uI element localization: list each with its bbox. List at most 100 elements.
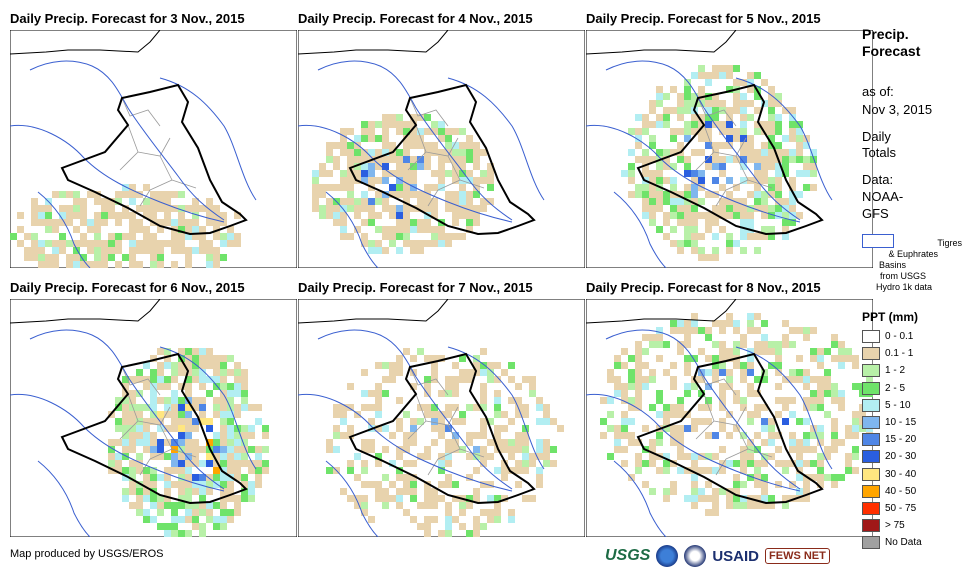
precip-cell — [628, 404, 635, 411]
precip-cell — [424, 156, 431, 163]
precip-cell — [740, 198, 747, 205]
precip-cell — [487, 369, 494, 376]
precip-cell — [220, 460, 227, 467]
precip-cell — [649, 170, 656, 177]
precip-cell — [45, 219, 52, 226]
precip-cell — [185, 226, 192, 233]
precip-cell — [522, 404, 529, 411]
precip-cell — [775, 432, 782, 439]
precip-cell — [803, 481, 810, 488]
precip-cell — [466, 432, 473, 439]
precip-cell — [227, 516, 234, 523]
precip-cell — [220, 474, 227, 481]
precip-cell — [115, 439, 122, 446]
precip-cell — [480, 523, 487, 530]
precip-cell — [515, 439, 522, 446]
precip-cell — [677, 404, 684, 411]
basin-boundary — [317, 60, 513, 221]
precip-cell — [614, 425, 621, 432]
precip-cell — [171, 247, 178, 254]
precip-cell — [649, 488, 656, 495]
precip-cell — [621, 425, 628, 432]
precip-cell — [403, 149, 410, 156]
precip-cell — [642, 114, 649, 121]
ppt-color-swatch — [862, 330, 880, 343]
precip-cell — [726, 495, 733, 502]
precip-cell — [663, 156, 670, 163]
precip-cell — [431, 226, 438, 233]
precip-cell — [347, 205, 354, 212]
precip-cell — [115, 460, 122, 467]
precip-cell — [122, 397, 129, 404]
precip-cell — [417, 142, 424, 149]
precip-cell — [817, 376, 824, 383]
precip-cell — [115, 233, 122, 240]
precip-cell — [150, 233, 157, 240]
precip-cell — [831, 355, 838, 362]
precip-cell — [452, 212, 459, 219]
precip-cell — [185, 233, 192, 240]
precip-cell — [206, 198, 213, 205]
precip-cell — [712, 495, 719, 502]
precip-cell — [487, 453, 494, 460]
precip-cell — [494, 411, 501, 418]
precip-cell — [396, 446, 403, 453]
precip-cell — [768, 135, 775, 142]
precip-cell — [754, 128, 761, 135]
precip-cell — [389, 205, 396, 212]
precip-cell — [726, 355, 733, 362]
precip-cell — [691, 233, 698, 240]
precip-cell — [796, 418, 803, 425]
asof-date: Nov 3, 2015 — [862, 102, 933, 117]
precip-cell — [824, 390, 831, 397]
precip-cell — [319, 212, 326, 219]
precip-cell — [480, 149, 487, 156]
precip-cell — [347, 191, 354, 198]
precip-cell — [185, 509, 192, 516]
precip-cell — [122, 488, 129, 495]
precip-cell — [705, 107, 712, 114]
precip-cell — [761, 488, 768, 495]
precip-cell — [403, 240, 410, 247]
precip-cell — [206, 502, 213, 509]
precip-cell — [803, 446, 810, 453]
usgs-logo: USGS — [605, 547, 651, 564]
precip-cell — [838, 341, 845, 348]
precip-cell — [227, 432, 234, 439]
precip-cell — [396, 467, 403, 474]
precip-cell — [508, 446, 515, 453]
precip-cell — [726, 313, 733, 320]
precip-cell — [712, 376, 719, 383]
precip-cell — [101, 254, 108, 261]
precip-cell — [178, 474, 185, 481]
precip-cell — [656, 390, 663, 397]
precip-cell — [101, 198, 108, 205]
precip-cell — [656, 432, 663, 439]
precip-cell — [431, 418, 438, 425]
precip-cell — [698, 170, 705, 177]
precip-cell — [691, 383, 698, 390]
precip-cell — [838, 362, 845, 369]
precip-cell — [684, 467, 691, 474]
precip-cell — [164, 191, 171, 198]
precip-cell — [157, 439, 164, 446]
precip-cell — [73, 254, 80, 261]
ppt-class-label: 20 - 30 — [885, 451, 917, 463]
precip-cell — [312, 170, 319, 177]
precip-cell — [333, 446, 340, 453]
iraq-border — [60, 352, 248, 505]
precip-cell — [705, 334, 712, 341]
precip-cell — [480, 418, 487, 425]
basin-boundary — [37, 191, 91, 268]
precip-cell — [234, 474, 241, 481]
precip-cell — [438, 530, 445, 537]
noaa-logo-icon — [656, 545, 679, 567]
precip-cell — [157, 411, 164, 418]
precip-cell — [754, 474, 761, 481]
precip-cell — [192, 523, 199, 530]
precip-cell — [494, 425, 501, 432]
precip-cell — [663, 411, 670, 418]
precip-cell — [185, 376, 192, 383]
precip-cell — [115, 247, 122, 254]
precip-cell — [171, 460, 178, 467]
